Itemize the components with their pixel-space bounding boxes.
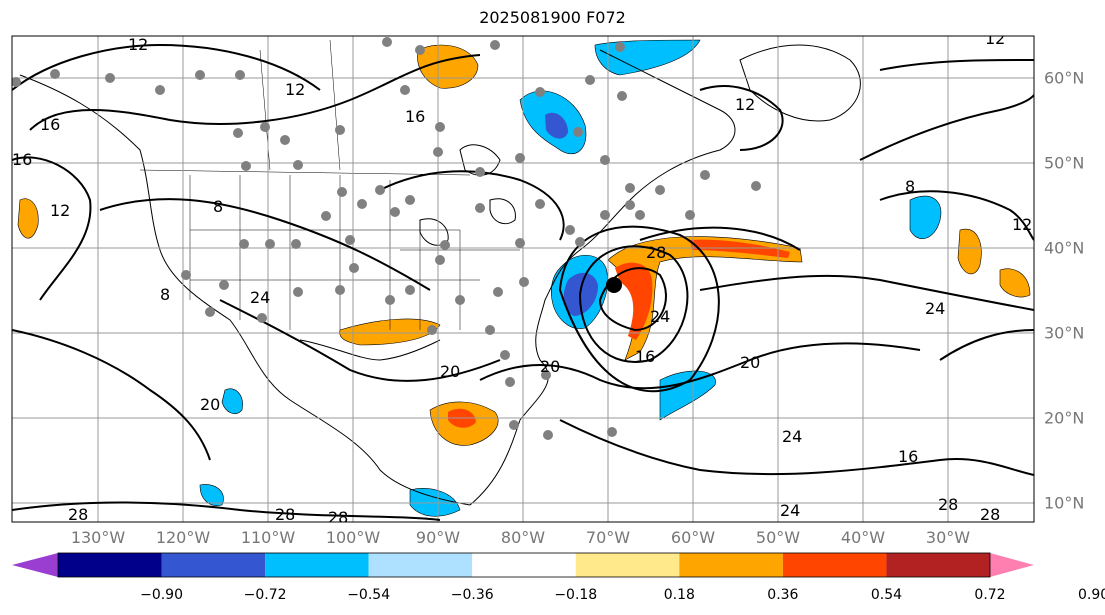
colorbar-swatch	[990, 553, 1034, 577]
colorbar-swatch	[12, 553, 58, 577]
colorbar-tick-label: −0.36	[450, 587, 494, 603]
colorbar-swatch	[472, 553, 576, 577]
contour-label: 16	[635, 347, 655, 366]
contour-label: 20	[440, 362, 460, 381]
contour-label: 28	[328, 508, 348, 527]
colorbar	[12, 552, 1034, 578]
colorbar-tick-label: 0.90	[1077, 587, 1105, 603]
station-markers	[12, 37, 761, 440]
contour-label-group: 12 12 12 12 12 16 16 16 16 8 8 8 24 24 2…	[12, 29, 1032, 527]
contour-label: 28	[646, 243, 666, 262]
contour-label: 12	[985, 29, 1005, 48]
colorbar-tick-label: 0.54	[870, 587, 903, 603]
contour-label: 20	[740, 353, 760, 372]
contour-label: 24	[780, 501, 800, 520]
longitude-label: 110°W	[240, 528, 296, 547]
colorbar-swatch	[265, 553, 369, 577]
contour-label: 28	[980, 505, 1000, 524]
longitude-label: 100°W	[325, 528, 381, 547]
contour-label: 24	[782, 427, 802, 446]
map-frame	[11, 35, 1035, 523]
colorbar-swatch	[575, 553, 680, 577]
contour-label: 12	[285, 80, 305, 99]
latitude-label: 60°N	[1044, 68, 1085, 88]
colorbar-tick-label: −0.18	[554, 587, 598, 603]
colorbar-swatch	[368, 553, 473, 577]
longitude-label: 120°W	[155, 528, 211, 547]
colorbar-tick-label: −0.72	[243, 587, 287, 603]
colorbar-tick-label: 0.18	[663, 587, 695, 603]
contour-label: 8	[905, 177, 915, 196]
contour-label: 12	[1012, 215, 1032, 234]
colorbar-tick-label: 0.36	[767, 587, 799, 603]
contour-label: 28	[275, 505, 295, 524]
latitude-label: 10°N	[1044, 493, 1085, 513]
contour-label: 12	[735, 95, 755, 114]
colorbar-swatch	[161, 553, 266, 577]
longitude-label: 90°W	[415, 528, 461, 547]
colorbar-swatch	[679, 553, 783, 577]
map-title: 2025081900 F072	[479, 8, 626, 27]
latitude-label: 40°N	[1044, 238, 1085, 258]
colorbar-swatch	[782, 553, 887, 577]
contour-label: 12	[128, 35, 148, 54]
longitude-label: 40°W	[840, 528, 886, 547]
contour-label: 24	[250, 288, 270, 307]
contour-lines	[12, 43, 1034, 521]
colorbar-tick-label: −0.90	[140, 587, 183, 603]
latitude-label: 50°N	[1044, 153, 1085, 173]
contour-label: 8	[213, 197, 223, 216]
longitude-label: 50°W	[755, 528, 801, 547]
longitude-label: 80°W	[500, 528, 546, 547]
storm-center-marker	[606, 277, 622, 293]
contour-label: 24	[925, 299, 945, 318]
contour-label: 8	[160, 285, 170, 304]
colorbar-tick-label: 0.72	[974, 587, 1006, 603]
contour-label: 20	[540, 357, 560, 376]
contour-label: 20	[200, 395, 220, 414]
contour-label: 24	[650, 307, 670, 326]
colorbar-frame	[57, 552, 991, 578]
colorbar-swatch	[58, 553, 162, 577]
contour-label: 12	[50, 201, 70, 220]
coastlines	[19, 44, 861, 506]
contour-label: 16	[405, 107, 425, 126]
latitude-label: 30°N	[1044, 323, 1085, 343]
contour-label: 16	[40, 115, 60, 134]
colorbar-swatch	[886, 553, 990, 577]
anomaly-fills	[17, 39, 1031, 517]
longitude-label: 70°W	[585, 528, 631, 547]
longitude-label: 30°W	[925, 528, 971, 547]
contour-label: 16	[898, 447, 918, 466]
contour-label: 28	[68, 505, 88, 524]
longitude-label: 60°W	[670, 528, 716, 547]
latitude-label: 20°N	[1044, 408, 1085, 428]
contour-label: 28	[938, 495, 958, 514]
colorbar-tick-label: −0.54	[347, 587, 391, 603]
longitude-label: 130°W	[70, 528, 126, 547]
contour-label: 16	[12, 150, 32, 169]
